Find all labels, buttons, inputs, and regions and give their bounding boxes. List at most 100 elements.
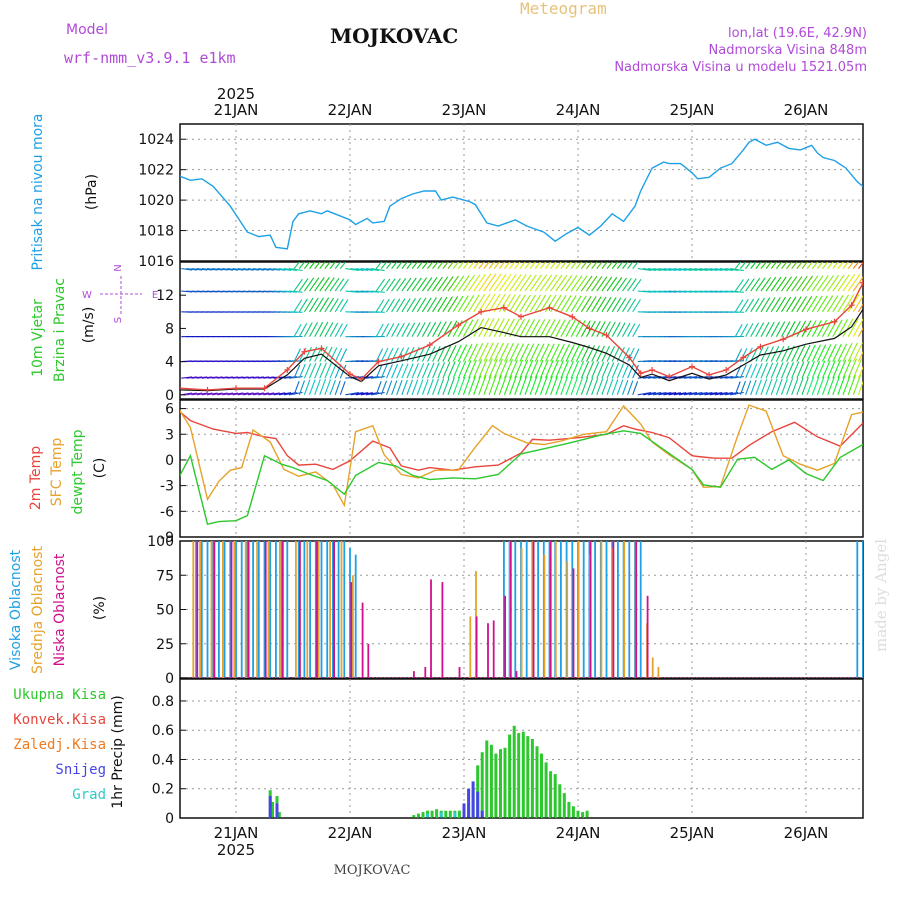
bar-ukupna-kisa bbox=[444, 810, 448, 818]
bar-niska-oblacnost bbox=[549, 541, 552, 678]
wind-barb bbox=[714, 376, 728, 379]
wind-barb bbox=[268, 392, 280, 396]
temperature-series-group bbox=[180, 404, 863, 526]
wind-barb bbox=[555, 262, 562, 269]
wind-barb bbox=[539, 274, 553, 292]
precip-panel-frame bbox=[179, 678, 864, 819]
bottom-date-21JAN: 21JAN bbox=[214, 824, 259, 842]
compass-west: W bbox=[82, 290, 92, 301]
series-brzina bbox=[180, 308, 863, 392]
bar-niska-oblacnost bbox=[487, 623, 489, 678]
wind-barb bbox=[391, 347, 399, 362]
bar-visoka-oblacnost bbox=[605, 541, 608, 678]
wind-barb bbox=[550, 319, 561, 337]
wind-barb bbox=[734, 299, 744, 313]
wind-barb bbox=[498, 294, 511, 313]
bar-ukupna-kisa bbox=[521, 731, 525, 818]
wind-barb bbox=[801, 275, 813, 292]
wind-barb bbox=[765, 321, 775, 337]
wind-barb bbox=[806, 275, 819, 292]
wind-barb bbox=[391, 380, 398, 395]
bar-srednja-oblacnost bbox=[256, 541, 258, 678]
clouds-series-group bbox=[180, 541, 863, 678]
precipitation-tick-label: 0.4 bbox=[152, 752, 174, 768]
wind-barb bbox=[653, 268, 667, 272]
wind-barb bbox=[545, 274, 558, 292]
bar-visoka-oblacnost bbox=[326, 541, 329, 678]
wind-barb bbox=[842, 294, 855, 313]
wind-barb bbox=[503, 359, 514, 379]
wind-barb bbox=[811, 377, 820, 395]
bar-visoka-oblacnost bbox=[297, 541, 300, 678]
wind-barb bbox=[822, 275, 834, 292]
wind-barb bbox=[498, 358, 508, 379]
wind-barb bbox=[565, 344, 575, 362]
wind-barb bbox=[739, 323, 749, 337]
wind-barb bbox=[529, 319, 541, 337]
wind-barb bbox=[570, 376, 579, 395]
bar-ukupna-kisa bbox=[526, 736, 530, 818]
wind-barb bbox=[750, 262, 757, 269]
wind-barb bbox=[842, 318, 854, 337]
watermark: made by Angel bbox=[872, 539, 890, 652]
wind-barb bbox=[575, 320, 586, 337]
wind-barb bbox=[601, 378, 609, 395]
wind-barb bbox=[739, 364, 747, 379]
wind-barb bbox=[591, 345, 600, 362]
wind-barb bbox=[273, 268, 286, 271]
wind-barb bbox=[339, 381, 346, 395]
gust-point bbox=[803, 326, 809, 333]
wind-barb bbox=[750, 298, 760, 313]
gust-point bbox=[375, 358, 382, 365]
wind-barb bbox=[550, 343, 560, 362]
wind-barb bbox=[539, 262, 547, 269]
wind-barb bbox=[601, 262, 608, 269]
bar-niska-oblacnost bbox=[589, 541, 592, 678]
gust-point bbox=[426, 342, 433, 349]
wind-barb bbox=[852, 358, 863, 379]
wind-barb bbox=[493, 342, 504, 362]
wind-barb bbox=[498, 262, 506, 269]
wind-barb bbox=[437, 276, 449, 292]
wind-barb bbox=[596, 262, 603, 269]
wind-barb bbox=[648, 268, 662, 272]
wind-barb bbox=[437, 378, 445, 395]
wind-barb bbox=[591, 276, 603, 292]
top-date-23JAN: 23JAN bbox=[442, 101, 487, 119]
legend-convective-rain: Konvek.Kisa bbox=[13, 712, 106, 728]
wind-barb bbox=[468, 262, 475, 269]
top-date-22JAN: 22JAN bbox=[328, 101, 373, 119]
wind-barb bbox=[365, 268, 379, 271]
wind-barb bbox=[832, 262, 839, 269]
wind-barb bbox=[206, 392, 218, 396]
wind-barb bbox=[570, 344, 580, 362]
compass-south: S bbox=[113, 317, 124, 323]
wind-barb bbox=[565, 262, 572, 269]
bar-visoka-oblacnost bbox=[275, 541, 277, 678]
wind-barb bbox=[842, 342, 853, 362]
bar-visoka-oblacnost bbox=[280, 541, 283, 678]
wind-barb bbox=[832, 319, 843, 337]
bar-ukupna-kisa bbox=[480, 752, 484, 818]
wind-barb bbox=[827, 295, 839, 313]
gust-point bbox=[318, 345, 325, 352]
wind-barb bbox=[329, 379, 336, 395]
wind-barb bbox=[811, 320, 822, 337]
year-top-label: 2025 bbox=[217, 85, 255, 103]
wind-barb bbox=[780, 378, 788, 395]
wind-barb bbox=[396, 322, 405, 337]
bar-grad bbox=[426, 813, 429, 818]
wind-barb bbox=[837, 262, 844, 269]
wind-barb bbox=[488, 358, 498, 379]
wind-barb bbox=[627, 380, 634, 395]
wind-barb bbox=[498, 342, 509, 362]
wind-barb bbox=[637, 268, 652, 272]
wind-barb bbox=[227, 392, 239, 396]
wind-barb bbox=[309, 322, 318, 337]
wind-barb bbox=[468, 294, 480, 313]
cloud-axis-title-2: Srednja Oblacnost bbox=[30, 546, 46, 674]
wind-barb bbox=[765, 362, 774, 379]
elevation-label: Nadmorska Visina 848m bbox=[709, 43, 868, 58]
wind-barb bbox=[827, 262, 834, 269]
